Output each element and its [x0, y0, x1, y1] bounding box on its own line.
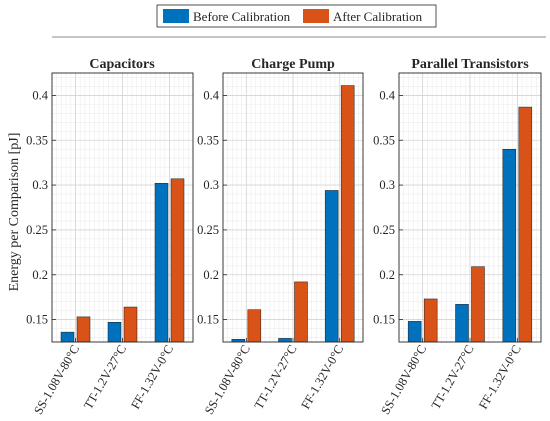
- legend-swatch-after: [303, 9, 329, 23]
- bar-before-1: [107, 322, 122, 343]
- bar-before-1: [455, 304, 469, 343]
- y-tick-label: 0.15: [26, 313, 48, 327]
- y-tick-label: 0.4: [32, 88, 48, 102]
- y-tick-label: 0.2: [32, 268, 48, 282]
- legend-label-after: After Calibration: [333, 9, 423, 24]
- legend: Before Calibration After Calibration: [156, 4, 437, 28]
- legend-box: [156, 4, 437, 28]
- bar-after-1: [471, 266, 485, 343]
- y-tick-label: 0.25: [26, 223, 48, 237]
- bar-after-2: [518, 106, 533, 343]
- panel-title: Parallel Transistors: [411, 57, 529, 72]
- bar-after-2: [170, 178, 185, 343]
- bar-before-2: [324, 190, 339, 343]
- x-tick-label: TT-1.2V-27°C: [81, 343, 129, 412]
- y-tick-label: 0.4: [379, 88, 395, 102]
- bar-before-0: [60, 331, 75, 343]
- bar-after-0: [247, 309, 262, 343]
- bar-after-0: [76, 316, 91, 343]
- y-tick-label: 0.35: [373, 133, 395, 147]
- x-tick-label: SS-1.08V-80°C: [378, 343, 429, 417]
- bar-before-2: [154, 183, 169, 343]
- y-tick-label: 0.35: [197, 133, 219, 147]
- x-tick-label: SS-1.08V-80°C: [202, 343, 253, 417]
- x-tick-label: TT-1.2V-27°C: [252, 343, 300, 412]
- panel-charge-pump: Charge Pump 0.15 0.2 0.25 0.3 0.35 0.4 SS-1.08…: [197, 57, 364, 417]
- bar-before-1: [278, 338, 292, 343]
- legend-label-before: Before Calibration: [193, 9, 291, 24]
- y-tick-label: 0.15: [197, 313, 219, 327]
- bar-after-1: [123, 306, 138, 343]
- y-tick-label: 0.25: [373, 223, 395, 237]
- legend-swatch-before: [163, 9, 189, 23]
- bar-before-0: [407, 321, 422, 343]
- bar-after-1: [294, 281, 308, 343]
- x-tick-label: FF-1.32V-0°C: [128, 343, 176, 412]
- y-tick-label: 0.15: [373, 313, 395, 327]
- bar-before-2: [502, 148, 517, 343]
- x-tick-label: SS-1.08V-80°C: [31, 343, 82, 417]
- y-tick-label: 0.2: [379, 268, 395, 282]
- x-tick-label: TT-1.2V-27°C: [429, 343, 477, 412]
- panel-title: Capacitors: [89, 57, 155, 72]
- panel-capacitors: Capacitors 0.15 0.2 0.25 0.3 0.35 0.4 SS-1.08V…: [26, 57, 194, 417]
- panel-parallel-transistors: Parallel Transistors 0.15 0.2 0.25 0.3 0.35 0…: [373, 57, 542, 417]
- panel-title: Charge Pump: [251, 57, 335, 72]
- y-tick-label: 0.3: [379, 178, 395, 192]
- bar-after-2: [340, 85, 355, 343]
- y-tick-label: 0.3: [203, 178, 219, 192]
- y-tick-label: 0.35: [26, 133, 48, 147]
- y-tick-label: 0.2: [203, 268, 219, 282]
- bar-after-0: [423, 298, 438, 343]
- y-tick-label: 0.25: [197, 223, 219, 237]
- x-tick-label: FF-1.32V-0°C: [298, 343, 346, 412]
- x-tick-label: FF-1.32V-0°C: [476, 343, 524, 412]
- y-axis-label: Energy per Comparison [pJ]: [7, 133, 22, 292]
- y-tick-label: 0.3: [32, 178, 48, 192]
- y-tick-label: 0.4: [203, 88, 219, 102]
